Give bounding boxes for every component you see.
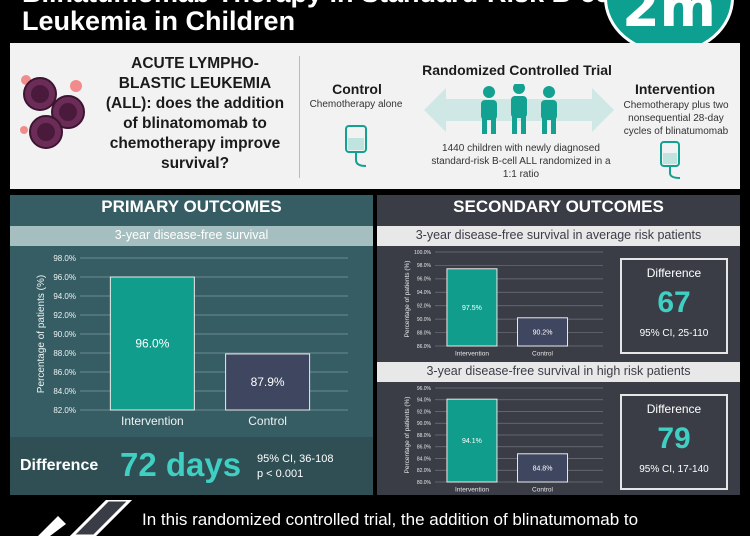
bar-intervention: [446, 268, 498, 347]
syringe-icon: [38, 500, 133, 536]
average-risk-difference-box: [620, 258, 728, 354]
secondary-subtitle1-bar: [377, 226, 740, 246]
primary-outcome-chart: 82.0% 84.0% 86.0% 88.0% 90.0% 92.0% 94.0% 96.0%…: [36, 254, 348, 428]
y-tick-label: 90.0%: [417, 317, 432, 323]
control-description: Chemotherapy alone: [309, 99, 403, 110]
intro-divider: [299, 56, 300, 178]
difference-value: 72 days: [120, 446, 242, 483]
y-tick-label: 90.0%: [417, 421, 432, 427]
y-tick-label: 86.0%: [417, 344, 432, 350]
y-tick-label: 94.0%: [417, 398, 432, 404]
y-tick-label: 98.0%: [53, 254, 76, 263]
y-axis-label: Percentage of patients (%): [36, 275, 47, 393]
average-risk-difference-value: 67: [657, 286, 691, 319]
y-tick-label: 88.0%: [417, 433, 432, 439]
randomization-arrow-icon: [424, 84, 614, 134]
iv-bag-icon-intervention: [660, 141, 681, 179]
data-label: 87.9%: [251, 375, 285, 389]
data-label: 90.2%: [533, 329, 553, 336]
y-tick-label: 84.0%: [417, 456, 432, 462]
y-tick-label: 94.0%: [53, 292, 76, 301]
data-label: 97.5%: [462, 305, 482, 312]
intro-panel: [10, 43, 740, 189]
y-tick-label: 96.0%: [417, 277, 432, 283]
y-tick-label: 88.0%: [53, 349, 76, 358]
category-label: Intervention: [455, 351, 489, 358]
difference-label: Difference: [20, 457, 99, 474]
category-label: Control: [532, 487, 554, 494]
primary-difference-bar: [10, 437, 373, 495]
page-title-line1: Blinatumomab Therapy in Standard-Risk B-…: [22, 0, 625, 9]
y-tick-label: 92.0%: [417, 409, 432, 415]
page-title-line2: Leukemia in Children: [22, 6, 296, 36]
secondary-outcomes-title: SECONDARY OUTCOMES: [453, 197, 664, 216]
y-tick-label: 82.0%: [53, 406, 76, 415]
leukemia-cells-icon: [20, 75, 85, 149]
iv-bag-icon: [345, 125, 367, 167]
difference-p-value: p < 0.001: [257, 468, 304, 480]
y-axis-label: Percentage of patients (%): [404, 397, 411, 474]
category-label: Control: [248, 414, 287, 428]
y-tick-label: 90.0%: [53, 330, 76, 339]
secondary-subtitle-average-risk: 3-year disease-free survival in average …: [415, 228, 702, 242]
y-tick-label: 96.0%: [417, 386, 432, 392]
y-tick-label: 98.0%: [417, 263, 432, 269]
difference-ci: 95% CI, 36-108: [257, 453, 334, 465]
y-tick-label: 94.0%: [417, 290, 432, 296]
secondary-subtitle2-bar: [377, 362, 740, 382]
intervention-description: Chemotherapy plus two nonsequential 28-d…: [623, 100, 729, 137]
control-title: Control: [332, 81, 382, 97]
conclusion-text: In this randomized controlled trial, the…: [142, 510, 639, 529]
average-risk-difference-ci: 95% CI, 25-110: [639, 328, 709, 339]
high-risk-difference-box: [620, 394, 728, 490]
data-label: 84.8%: [533, 465, 553, 472]
y-tick-label: 92.0%: [417, 303, 432, 309]
y-tick-label: 88.0%: [417, 330, 432, 336]
primary-subtitle: 3-year disease-free survival: [114, 228, 269, 242]
average-risk-chart: 86.0% 88.0% 90.0% 92.0% 94.0% 96.0% 98.0% 100.0…: [404, 250, 603, 358]
high-risk-chart: 80.0% 82.0% 84.0% 86.0% 88.0% 90.0% 92.0% 94.0%…: [404, 386, 603, 494]
data-label: 96.0%: [135, 337, 169, 351]
y-tick-label: 92.0%: [53, 311, 76, 320]
data-label: 94.1%: [462, 438, 482, 445]
y-tick-label: 80.0%: [417, 480, 432, 486]
y-tick-label: 100.0%: [414, 250, 432, 256]
y-tick-label: 82.0%: [417, 468, 432, 474]
y-tick-label: 96.0%: [53, 273, 76, 282]
y-axis-label: Percentage of patients (%): [404, 261, 411, 338]
average-risk-difference-label: Difference: [646, 266, 702, 280]
rct-description: 1440 children with newly diagnosed stand…: [431, 143, 611, 180]
category-label: Intervention: [121, 414, 184, 428]
bar-intervention: [109, 276, 195, 411]
y-tick-label: 84.0%: [53, 387, 76, 396]
bar-control: [517, 317, 569, 347]
bar-control: [225, 353, 311, 411]
secondary-subtitle-high-risk: 3-year disease-free survival in high ris…: [426, 364, 691, 378]
rct-title: Randomized Controlled Trial: [422, 62, 612, 78]
primary-subtitle-bar: [10, 226, 373, 246]
high-risk-difference-ci: 95% CI, 17-140: [639, 464, 709, 475]
study-question: ACUTE LYMPHO-BLASTIC LEUKEMIA (ALL): doe…: [105, 55, 285, 172]
bar-control: [517, 453, 569, 483]
bar-intervention: [446, 398, 498, 483]
high-risk-difference-label: Difference: [646, 402, 702, 416]
primary-outcomes-title: PRIMARY OUTCOMES: [101, 197, 282, 216]
category-label: Intervention: [455, 487, 489, 494]
category-label: Control: [532, 351, 554, 358]
y-tick-label: 86.0%: [417, 445, 432, 451]
y-tick-label: 86.0%: [53, 368, 76, 377]
intervention-title: Intervention: [634, 81, 716, 97]
logo-text: 2m: [622, 0, 716, 39]
high-risk-difference-value: 79: [657, 422, 691, 455]
